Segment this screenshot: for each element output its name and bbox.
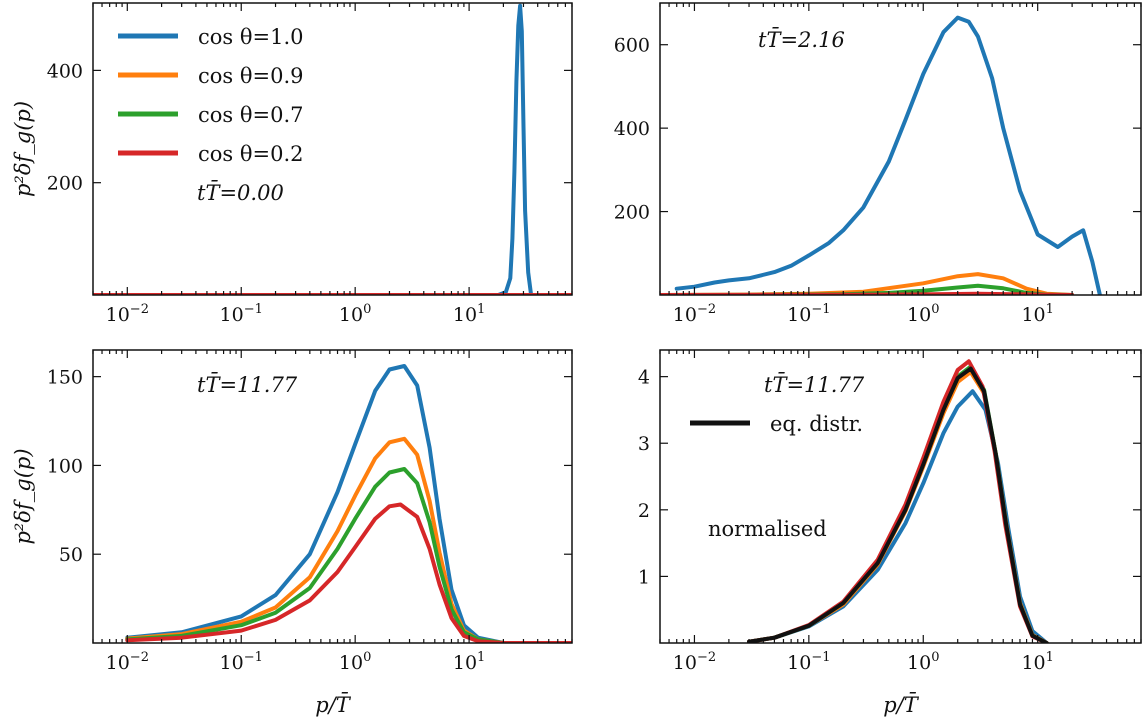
panel-bottom-left: 10−2 10−1 100 101 50 100 150 p²δf_g(p) p/T̄ tT̄=1… [11, 349, 573, 717]
x-tick-label: 10−2 [106, 302, 149, 326]
legend-label: cos θ=0.2 [198, 142, 304, 166]
x-tick-label: 101 [453, 302, 485, 326]
y-tick-label: 1 [638, 566, 650, 588]
plot-frame [659, 349, 1142, 644]
time-annotation: tT̄=11.77 [764, 372, 865, 397]
x-tick-label: 10−1 [787, 302, 830, 326]
y-tick-label: 200 [614, 202, 650, 224]
y-tick-label: 400 [614, 118, 650, 140]
panel-bottom-right: 10−2 10−1 100 101 1 2 3 4 p/T̄ tT̄=11.77 normalise… [638, 349, 1142, 717]
plot-frame [92, 2, 573, 296]
series-line-cos θ=1.0 [674, 15, 1102, 295]
series-line-cos θ=1.0 [125, 364, 572, 643]
x-tick-label: 10−1 [220, 302, 263, 326]
y-tick-label: 150 [47, 367, 83, 389]
legend-label: cos θ=1.0 [198, 25, 304, 49]
y-tick-label: 4 [638, 367, 650, 389]
time-annotation: tT̄=0.00 [197, 180, 284, 205]
time-annotation: tT̄=11.77 [197, 372, 298, 397]
x-tick-label: 10−1 [220, 650, 263, 674]
x-tick-label: 101 [453, 650, 485, 674]
series-line-cos θ=0.2 [125, 502, 572, 643]
x-tick-label: 100 [907, 302, 939, 326]
x-tick-label: 101 [1021, 302, 1053, 326]
plot-frame [659, 2, 1142, 296]
y-axis-label: p²δf_g(p) [11, 101, 35, 197]
x-tick-label: 10−2 [106, 650, 149, 674]
legend-label: cos θ=0.9 [198, 64, 304, 88]
x-tick-label: 100 [907, 650, 939, 674]
panel-top-left: 10−2 10−1 100 101 200 400 p²δf_g(p) tT̄=0.00 cos… [11, 2, 573, 326]
legend: eq. distr. [690, 412, 863, 436]
x-tick-label: 100 [339, 650, 371, 674]
plot-area [125, 364, 572, 643]
series-line-cos θ=0.7 [125, 467, 572, 643]
x-axis-label: p/T̄ [883, 692, 920, 717]
y-tick-label: 200 [47, 173, 83, 195]
legend: cos θ=1.0 cos θ=0.9 cos θ=0.7 cos θ=0.2 [118, 25, 304, 166]
y-tick-label: 400 [47, 60, 83, 82]
plot-area [660, 15, 1102, 295]
panel-top-right: 10−2 10−1 100 101 200 400 600 tT̄=2.16 [614, 2, 1142, 326]
series-line-eq. distr. [747, 366, 1049, 643]
x-tick-label: 10−1 [787, 650, 830, 674]
x-tick-label: 10−2 [673, 650, 716, 674]
series-line-cos θ=0.9 [125, 436, 572, 643]
plot-area [93, 3, 572, 295]
legend-label: cos θ=0.7 [198, 103, 304, 127]
x-tick-label: 10−2 [673, 302, 716, 326]
plot-area [747, 359, 1049, 643]
y-axis-label: p²δf_g(p) [11, 448, 35, 544]
legend-label: eq. distr. [770, 412, 863, 436]
x-axis-label: p/T̄ [315, 692, 352, 717]
x-tick-label: 101 [1021, 650, 1053, 674]
normalised-label: normalised [708, 517, 827, 541]
plot-frame [92, 349, 573, 644]
y-tick-label: 3 [638, 433, 650, 455]
y-tick-label: 100 [47, 455, 83, 477]
series-line-cos θ=1.0 [93, 3, 572, 295]
y-tick-label: 600 [614, 35, 650, 57]
x-tick-label: 100 [339, 302, 371, 326]
y-tick-label: 2 [638, 500, 650, 522]
y-tick-label: 50 [59, 544, 83, 566]
time-annotation: tT̄=2.16 [758, 27, 845, 52]
